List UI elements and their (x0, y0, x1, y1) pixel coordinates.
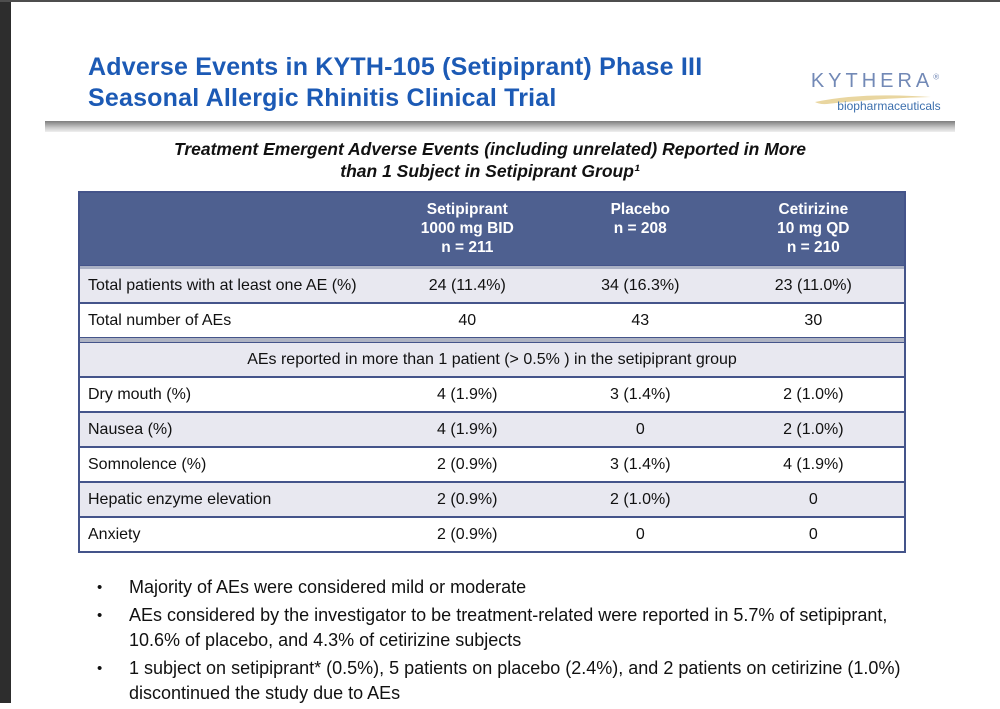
bullet-icon: • (97, 607, 103, 624)
header-placebo-line1: Placebo (610, 201, 671, 218)
list-item: • 1 subject on setipiprant* (0.5%), 5 pa… (93, 656, 905, 706)
cell-cetirizine: 2 (1.0%) (783, 386, 844, 403)
table-row-total-aes: Total number of AEs 40 43 30 (80, 302, 904, 337)
cell-cetirizine: 23 (11.0%) (774, 277, 852, 294)
row-label: Nausea (%) (88, 421, 173, 438)
cell-placebo: 2 (1.0%) (610, 491, 671, 508)
ae-table: Setipiprant 1000 mg BID n = 211 Placebo … (78, 191, 906, 553)
list-item: • AEs considered by the investigator to … (93, 603, 905, 653)
header-separator (80, 265, 904, 269)
bullet-text: AEs considered by the investigator to be… (129, 605, 888, 650)
slide-title: Adverse Events in KYTH-105 (Setipiprant)… (88, 52, 702, 114)
table-header-row: Setipiprant 1000 mg BID n = 211 Placebo … (80, 193, 904, 265)
row-label: Total number of AEs (88, 312, 232, 329)
header-cell-placebo: Placebo n = 208 (558, 200, 723, 238)
cell-setipiprant: 4 (1.9%) (437, 386, 498, 403)
cell-setipiprant: 4 (1.9%) (437, 421, 498, 438)
table-row-somnolence: Somnolence (%) 2 (0.9%) 3 (1.4%) 4 (1.9%… (80, 446, 904, 481)
cell-placebo: 0 (635, 421, 645, 438)
cell-placebo: 43 (631, 312, 650, 329)
header-cetirizine-line2: 10 mg QD (777, 220, 850, 237)
header-cetirizine-line1: Cetirizine (778, 201, 849, 218)
row-label: Hepatic enzyme elevation (88, 491, 272, 508)
row-label: Somnolence (%) (88, 456, 207, 473)
header-setipiprant-line2: 1000 mg BID (420, 220, 514, 237)
row-label: Anxiety (88, 526, 141, 543)
bullet-icon: • (97, 660, 103, 677)
cell-placebo: 3 (1.4%) (610, 386, 671, 403)
kythera-logo: KYTHERA® biopharmaceuticals (795, 70, 955, 113)
table-row-hepatic: Hepatic enzyme elevation 2 (0.9%) 2 (1.0… (80, 481, 904, 516)
title-divider (45, 121, 955, 132)
table-caption-line1: Treatment Emergent Adverse Events (inclu… (173, 139, 807, 159)
page-left-border (0, 2, 11, 703)
cell-setipiprant: 2 (0.9%) (437, 526, 498, 543)
logo-name: KYTHERA (810, 70, 934, 92)
row-label: Total patients with at least one AE (%) (88, 277, 357, 294)
header-cell-cetirizine: Cetirizine 10 mg QD n = 210 (723, 200, 904, 257)
table-row-anxiety: Anxiety 2 (0.9%) 0 0 (80, 516, 904, 551)
slide-title-line2: Seasonal Allergic Rhinitis Clinical Tria… (88, 84, 557, 112)
cell-cetirizine: 4 (1.9%) (783, 456, 844, 473)
cell-placebo: 0 (635, 526, 645, 543)
cell-placebo: 34 (16.3%) (601, 277, 680, 294)
cell-setipiprant: 2 (0.9%) (437, 456, 498, 473)
table-caption-line2: than 1 Subject in Setipiprant Group¹ (340, 161, 640, 181)
cell-cetirizine: 30 (804, 312, 823, 329)
table-row-dry-mouth: Dry mouth (%) 4 (1.9%) 3 (1.4%) 2 (1.0%) (80, 376, 904, 411)
header-setipiprant-line3: n = 211 (441, 239, 494, 256)
logo-tagline: biopharmaceuticals (837, 99, 941, 113)
logo-wordmark: KYTHERA® (795, 70, 955, 93)
notes-list: • Majority of AEs were considered mild o… (93, 575, 905, 709)
table-section-header: AEs reported in more than 1 patient (> 0… (80, 343, 904, 376)
bullet-text: 1 subject on setipiprant* (0.5%), 5 pati… (129, 658, 901, 703)
table-caption: Treatment Emergent Adverse Events (inclu… (78, 138, 902, 182)
cell-cetirizine: 0 (808, 526, 818, 543)
table-row-total-patients: Total patients with at least one AE (%) … (80, 269, 904, 302)
list-item: • Majority of AEs were considered mild o… (93, 575, 905, 600)
table-row-nausea: Nausea (%) 4 (1.9%) 0 2 (1.0%) (80, 411, 904, 446)
header-setipiprant-line1: Setipiprant (426, 201, 508, 218)
header-placebo-line2: n = 208 (613, 220, 667, 237)
bullet-icon: • (97, 579, 103, 596)
cell-cetirizine: 2 (1.0%) (783, 421, 844, 438)
cell-setipiprant: 2 (0.9%) (437, 491, 498, 508)
cell-cetirizine: 0 (808, 491, 818, 508)
logo-swoosh-icon (815, 95, 931, 105)
registered-mark-icon: ® (933, 72, 940, 82)
section-separator (80, 337, 904, 343)
slide-title-line1: Adverse Events in KYTH-105 (Setipiprant)… (88, 53, 703, 81)
bullet-text: Majority of AEs were considered mild or … (129, 577, 527, 597)
cell-placebo: 3 (1.4%) (610, 456, 671, 473)
cell-setipiprant: 40 (458, 312, 477, 329)
row-label: Dry mouth (%) (88, 386, 192, 403)
header-cetirizine-line3: n = 210 (786, 239, 840, 256)
cell-setipiprant: 24 (11.4%) (428, 277, 506, 294)
header-cell-setipiprant: Setipiprant 1000 mg BID n = 211 (377, 200, 558, 257)
